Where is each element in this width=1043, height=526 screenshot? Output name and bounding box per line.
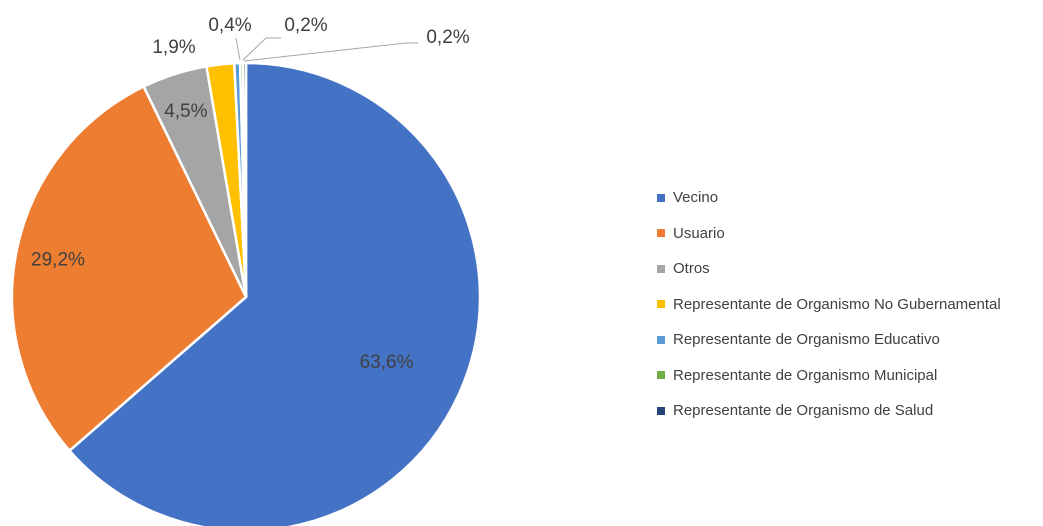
pie-chart: 63,6% 29,2% 4,5% 1,9% 0,4% 0,2% 0,2% [10, 15, 482, 526]
legend-swatch-usuario [657, 229, 665, 238]
legend-swatch-educativo [657, 335, 665, 344]
data-label-6: 0,2% [284, 15, 327, 36]
data-labels: 63,6% 29,2% 4,5% 1,9% 0,4% 0,2% 0,2% [31, 15, 470, 373]
pie-slice-1 [68, 61, 482, 526]
legend-label-educativo: Representante de Organismo Educativo [673, 331, 940, 349]
legend-label-ong: Representante de Organismo No Gubernamen… [673, 295, 1001, 313]
legend-label-salud: Representante de Organismo de Salud [673, 402, 934, 420]
legend-item-educativo: Representante de Organismo Educativo [657, 322, 1001, 358]
data-label-3: 4,5% [164, 101, 207, 122]
data-label-2: 29,2% [31, 250, 85, 271]
data-label-4: 1,9% [152, 37, 195, 58]
legend-label-otros: Otros [673, 260, 710, 278]
legend-item-usuario: Usuario [657, 216, 1001, 252]
leader-line-6 [242, 37, 281, 61]
legend: Vecino Usuario Otros Representante de Or… [657, 180, 1001, 429]
legend-item-otros: Otros [657, 251, 1001, 287]
leader-line-7 [243, 42, 418, 62]
leader-line-5 [235, 37, 241, 61]
legend-swatch-municipal [657, 371, 665, 380]
legend-swatch-otros [657, 264, 665, 273]
legend-item-salud: Representante de Organismo de Salud [657, 393, 1001, 429]
data-label-7: 0,2% [426, 27, 469, 48]
data-label-1: 63,6% [360, 352, 414, 373]
pie-slices [10, 61, 482, 526]
legend-swatch-ong [657, 300, 665, 309]
legend-item-municipal: Representante de Organismo Municipal [657, 358, 1001, 394]
leader-lines [235, 37, 418, 62]
legend-swatch-salud [657, 406, 665, 415]
pie-slice-7 [241, 61, 248, 299]
legend-label-municipal: Representante de Organismo Municipal [673, 366, 938, 384]
legend-item-ong: Representante de Organismo No Gubernamen… [657, 287, 1001, 323]
data-label-5: 0,4% [208, 15, 251, 36]
legend-swatch-vecino [657, 193, 665, 202]
legend-label-vecino: Vecino [673, 189, 719, 207]
legend-label-usuario: Usuario [673, 224, 725, 242]
legend-item-vecino: Vecino [657, 180, 1001, 216]
